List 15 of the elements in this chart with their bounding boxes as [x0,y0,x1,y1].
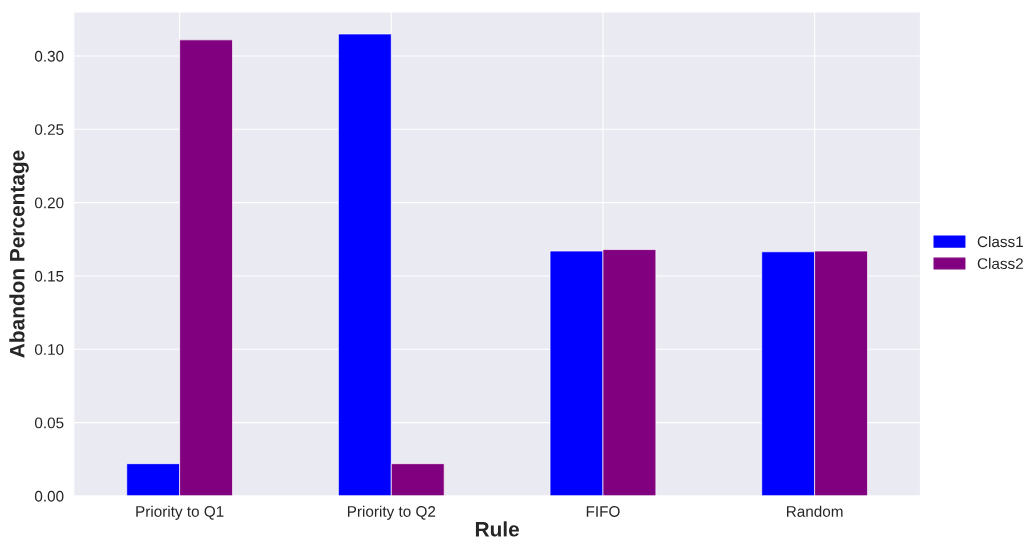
y-tick-label: 0.10 [34,344,64,355]
legend-label: Class2 [977,257,1023,270]
legend-label: Class1 [977,235,1023,248]
x-tick-label: Priority to Q2 [347,505,436,520]
y-tick-label: 0.25 [34,124,64,135]
x-tick-label: FIFO [586,506,620,517]
x-axis-title: Rule [475,521,519,537]
y-tick-label: 0.15 [34,270,64,282]
y-axis-title: Abandon Percentage [9,150,29,358]
y-tick-label: 0.05 [34,417,64,429]
y-tick-label: 0.30 [34,50,64,62]
x-tick-label: Random [787,505,843,517]
x-tick-label: Priority to Q1 [136,505,224,520]
y-tick-label: 0.00 [34,490,64,502]
y-tick-label: 0.20 [34,197,64,209]
